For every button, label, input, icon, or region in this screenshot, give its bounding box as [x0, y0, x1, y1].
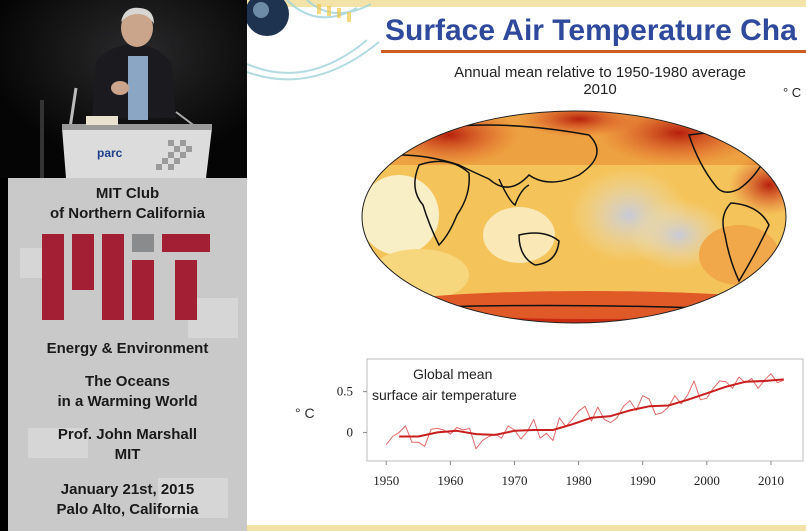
presentation-slide: Surface Air Temperature Cha Annual mean … [247, 0, 806, 531]
event-series: Energy & Environment [46, 340, 209, 357]
y-tick-label: 0.5 [337, 384, 353, 399]
x-tick-label: 1990 [630, 473, 656, 488]
mit-logo [42, 234, 210, 320]
club-name-line2: of Northern California [49, 205, 205, 222]
x-tick-label: 1950 [373, 473, 399, 488]
global-mean-temperature-chart: Global mean surface air temperature 1950… [337, 358, 804, 488]
talk-title-line1: The Oceans [84, 373, 171, 390]
temperature-anomaly-map [361, 110, 787, 324]
chart-annotation-line2: surface air temperature [372, 387, 517, 403]
map-caption-line1: Annual mean relative to 1950-1980 averag… [454, 64, 746, 81]
talk-title-line2: in a Warming World [57, 393, 198, 410]
slide-top-band [247, 0, 806, 7]
event-date: January 21st, 2015 [60, 481, 195, 498]
annual-temperature-line [385, 373, 784, 450]
speaker-name: Prof. John Marshall [57, 426, 198, 443]
x-tick-label: 2000 [694, 473, 720, 488]
event-location: Palo Alto, California [56, 501, 199, 518]
event-sidebar: MIT Club of Northern California Energy &… [8, 178, 247, 531]
club-name-line1: MIT Club [95, 185, 160, 202]
title-underline [381, 50, 806, 53]
podium-logo: parc [97, 146, 123, 160]
plot-frame [366, 358, 804, 462]
x-tick-label: 1970 [501, 473, 527, 488]
map-unit-label: ° C [783, 85, 802, 100]
x-tick-label: 1960 [437, 473, 463, 488]
slide-bottom-band [247, 525, 806, 531]
smoothed-temperature-line [399, 378, 784, 438]
chart-ylabel: ° C [295, 405, 315, 421]
slide-title: Surface Air Temperature Cha [385, 14, 797, 47]
x-tick-label: 2010 [758, 473, 784, 488]
map-caption-year: 2010 [583, 81, 617, 98]
x-tick-label: 1980 [566, 473, 592, 488]
map-caption: Annual mean relative to 1950-1980 averag… [415, 64, 785, 98]
earth-icon [247, 0, 380, 81]
y-tick-label: 0 [347, 424, 354, 439]
speaker-video: parc [0, 0, 247, 178]
speaker-affiliation: MIT [114, 446, 141, 463]
chart-annotation-line1: Global mean [413, 366, 492, 382]
